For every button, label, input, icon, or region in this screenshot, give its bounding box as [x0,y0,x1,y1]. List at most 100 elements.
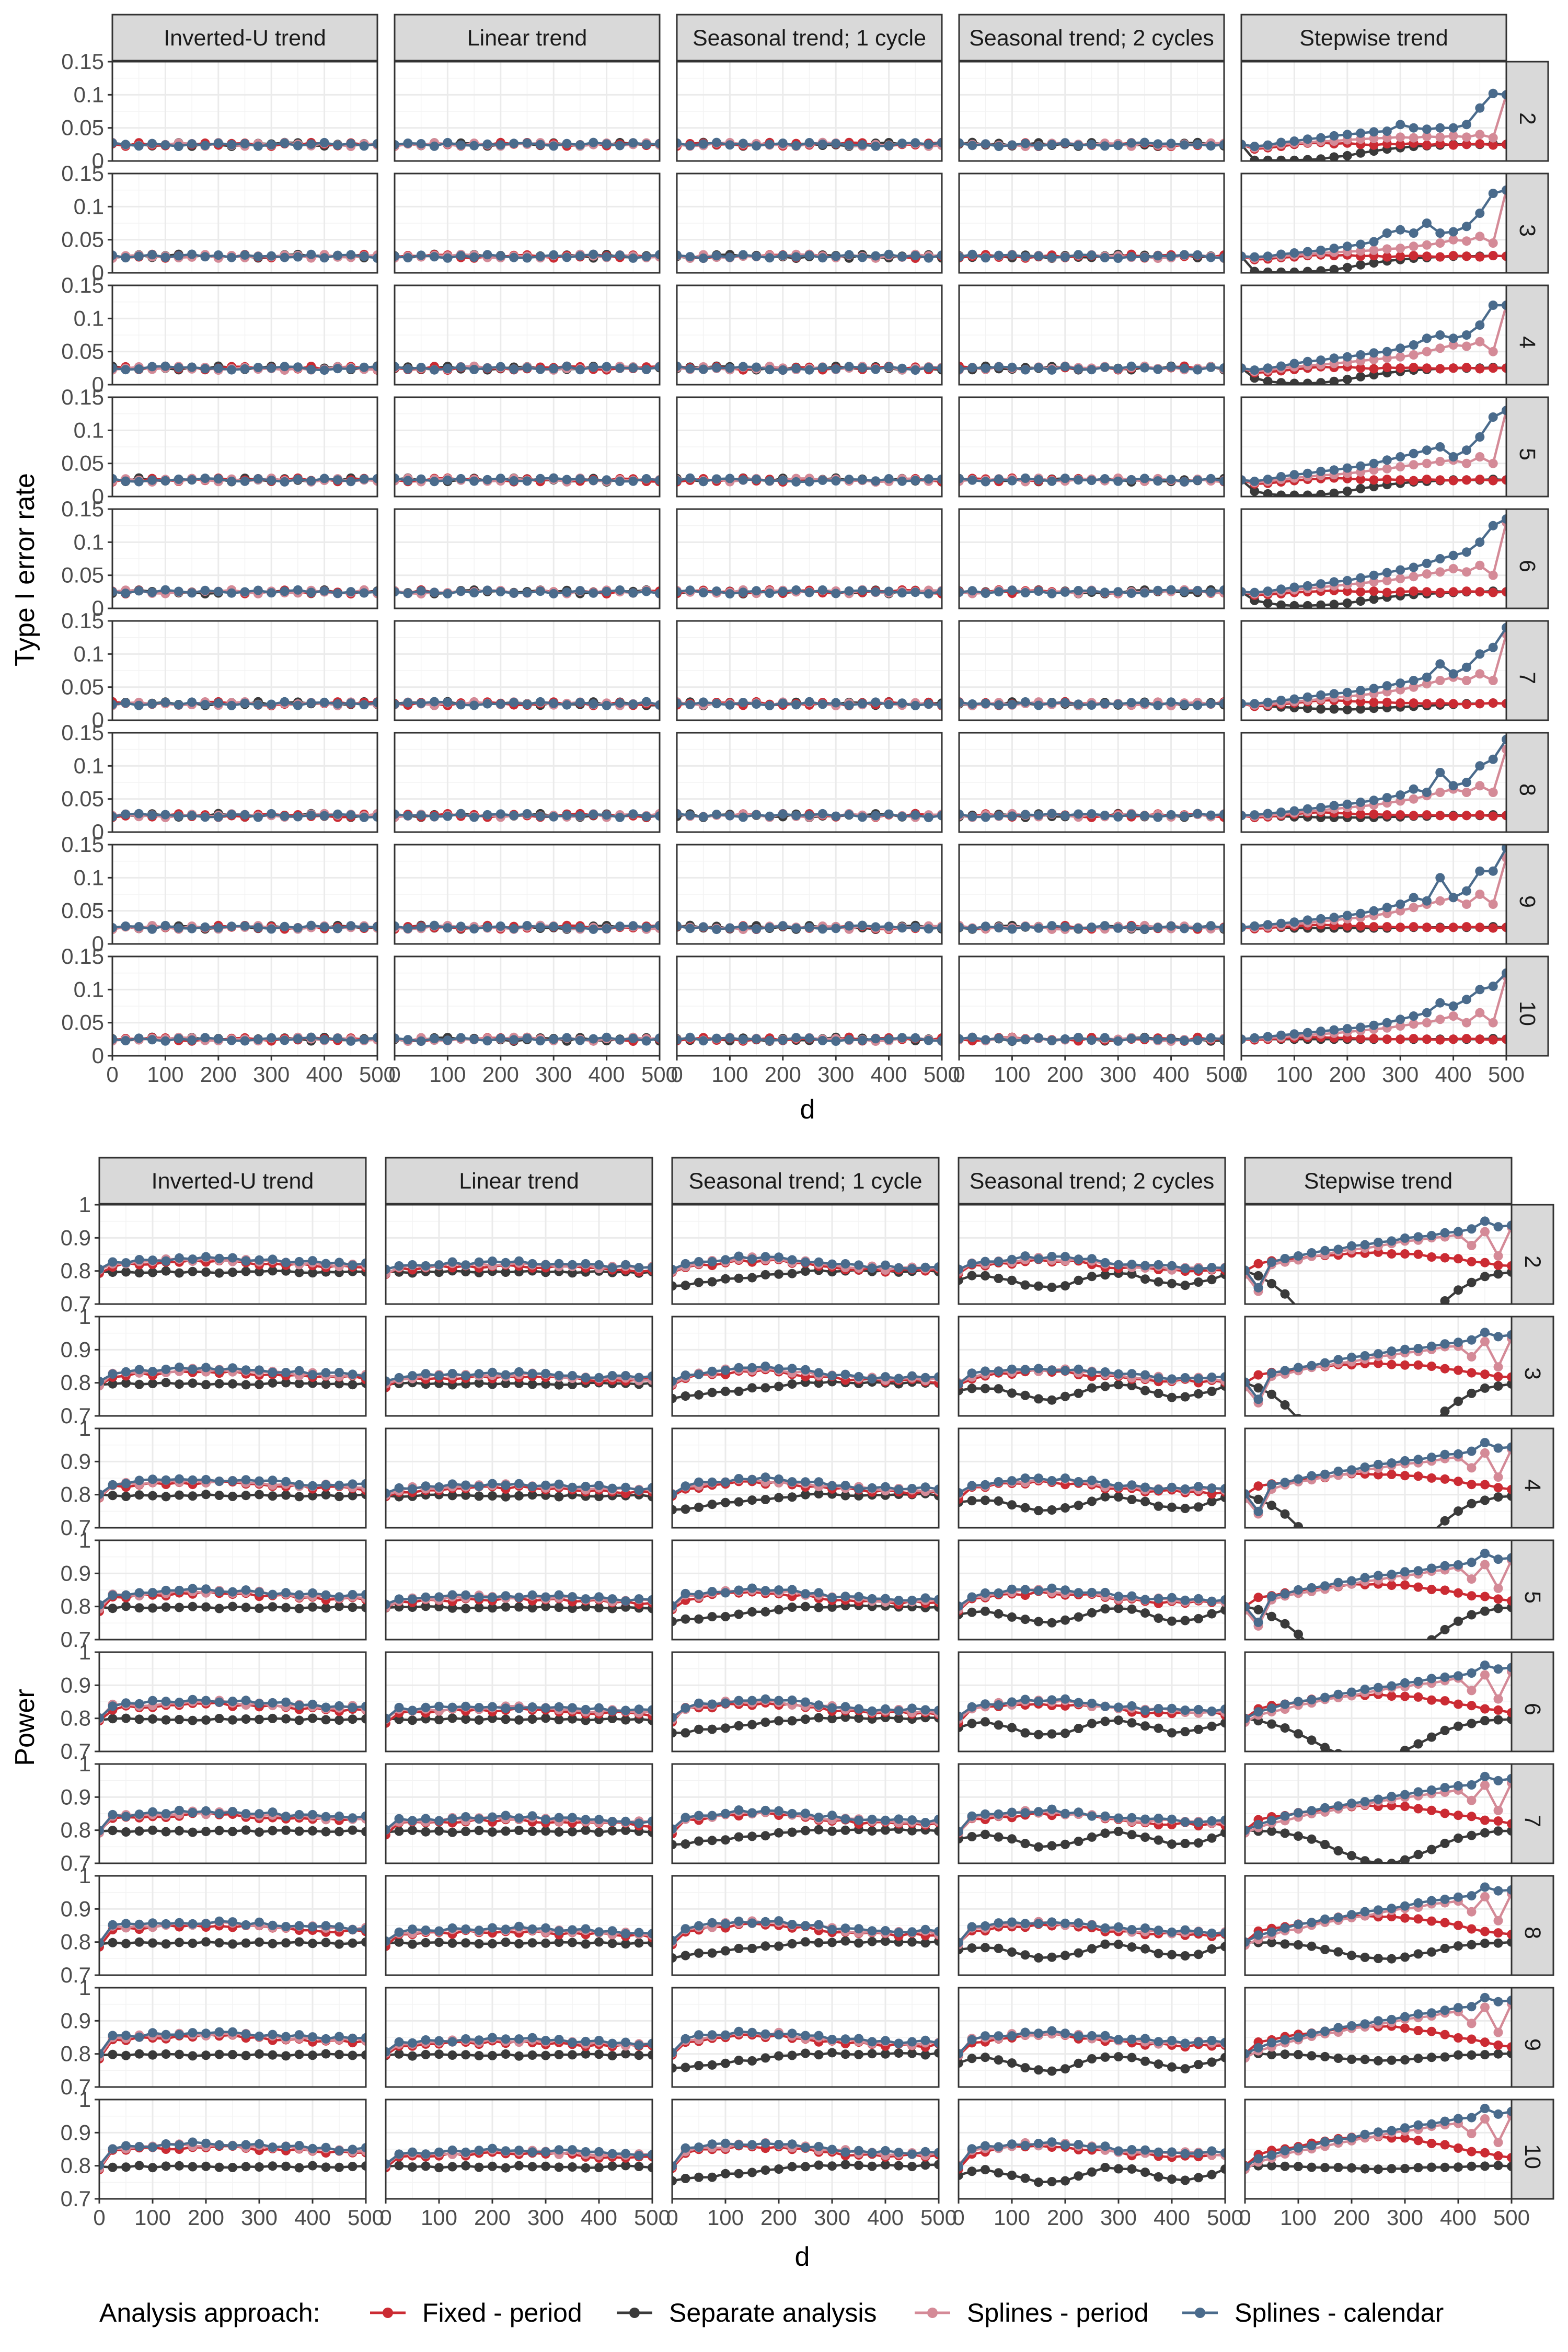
data-point-fixed-period [1475,699,1485,709]
data-point-splines-calendar [187,249,197,259]
data-point-splines-calendar [765,811,775,821]
panel-data [112,697,377,710]
panel-linear-trend-8 [394,732,661,833]
data-point-splines-calendar [725,363,735,373]
data-point-splines-calendar [509,364,519,374]
data-point-splines-calendar [200,922,210,932]
data-point-separate-analysis [1302,378,1312,385]
panel-border [676,508,943,609]
data-point-fixed-period [1435,139,1445,149]
data-point-splines-calendar [1139,811,1149,821]
data-point-splines-calendar [967,586,977,596]
data-point-splines-calendar [1193,1035,1203,1045]
data-point-splines-calendar [112,474,117,483]
data-point-splines-calendar [306,587,316,597]
data-point-splines-calendar [1409,123,1419,133]
data-point-splines-calendar [1126,589,1136,598]
data-point-fixed-period [1356,475,1366,485]
panel-data [959,809,1224,822]
data-point-splines-period [1448,340,1458,350]
data-point-splines-calendar [403,253,413,263]
data-point-splines-calendar [937,586,942,596]
data-point-fixed-period [1396,810,1405,820]
data-point-splines-calendar [685,364,695,374]
x-tick-label: 400 [1153,1062,1190,1087]
data-point-splines-calendar [495,1033,505,1043]
data-point-splines-calendar [509,476,519,486]
data-point-splines-calendar [1074,250,1083,260]
data-point-splines-calendar [1422,124,1432,134]
data-point-separate-analysis [1250,155,1260,161]
data-point-separate-analysis [1316,600,1326,608]
data-point-separate-analysis [1276,155,1286,161]
data-point-splines-calendar [817,809,827,818]
panel-data [1241,622,1506,714]
data-point-splines-calendar [240,139,250,148]
data-point-splines-calendar [1329,465,1339,475]
data-point-splines-calendar [641,252,651,261]
data-point-splines-calendar [959,474,964,483]
data-point-splines-calendar [1139,698,1149,708]
data-point-splines-calendar [1409,562,1419,572]
data-point-separate-analysis [1302,704,1312,713]
data-point-splines-calendar [1087,476,1097,485]
data-point-splines-calendar [967,475,977,485]
data-point-splines-calendar [1179,700,1189,709]
data-point-splines-calendar [615,921,625,931]
data-point-splines-calendar [416,474,426,484]
data-point-splines-calendar [187,362,197,372]
data-point-fixed-period [1382,697,1392,707]
data-point-splines-calendar [698,1036,708,1046]
data-point-splines-calendar [509,139,519,148]
data-point-splines-period [1475,130,1485,140]
data-point-splines-calendar [1166,251,1176,261]
data-point-splines-calendar [765,140,775,149]
data-point-fixed-period [1396,140,1405,149]
data-point-splines-period [1475,890,1485,899]
data-point-splines-calendar [937,811,942,821]
data-point-splines-calendar [1034,923,1044,933]
data-point-splines-calendar [615,1035,625,1045]
data-point-splines-calendar [112,923,117,932]
data-point-splines-calendar [174,811,183,821]
row-strip-10 [1505,955,1549,1057]
data-point-splines-calendar [1193,365,1203,375]
data-point-splines-calendar [1034,586,1044,596]
data-point-splines-calendar [778,698,788,708]
y-tick-label: 0.1 [74,82,104,107]
y-tick-label: 0.15 [61,49,104,74]
panel-border [1240,396,1507,498]
data-point-splines-calendar [160,476,170,486]
data-point-fixed-period [1435,923,1445,933]
data-point-splines-calendar [253,585,263,595]
data-point-splines-calendar [416,586,426,596]
data-point-splines-calendar [924,924,933,934]
data-point-splines-calendar [628,809,638,819]
y-tick-label: 0.05 [61,898,104,923]
data-point-splines-calendar [1263,140,1273,150]
data-point-splines-calendar [738,587,748,597]
data-point-splines-calendar [1396,343,1405,353]
data-point-fixed-period [1502,363,1506,373]
data-point-splines-calendar [1020,697,1030,707]
data-point-splines-calendar [535,586,545,596]
x-tick-label: 200 [200,1062,237,1087]
panel-stepwise-trend-7 [1240,620,1507,721]
data-point-separate-analysis [1289,601,1299,608]
data-point-splines-calendar [1074,924,1083,933]
panel-data [395,473,660,487]
data-point-splines-calendar [1250,699,1260,709]
data-point-splines-calendar [831,476,841,486]
data-point-splines-calendar [1241,587,1246,597]
panel-inverted-u-trend-5 [111,396,378,498]
data-point-splines-calendar [765,923,775,932]
data-point-splines-calendar [871,922,881,932]
data-point-splines-period [1448,564,1458,573]
panel-border [394,955,661,1057]
panel-data [112,809,377,823]
data-point-splines-period [1488,570,1498,580]
data-point-separate-analysis [1250,486,1260,496]
data-point-splines-calendar [791,923,801,933]
data-point-splines-calendar [752,1034,762,1044]
data-point-splines-calendar [395,809,399,819]
